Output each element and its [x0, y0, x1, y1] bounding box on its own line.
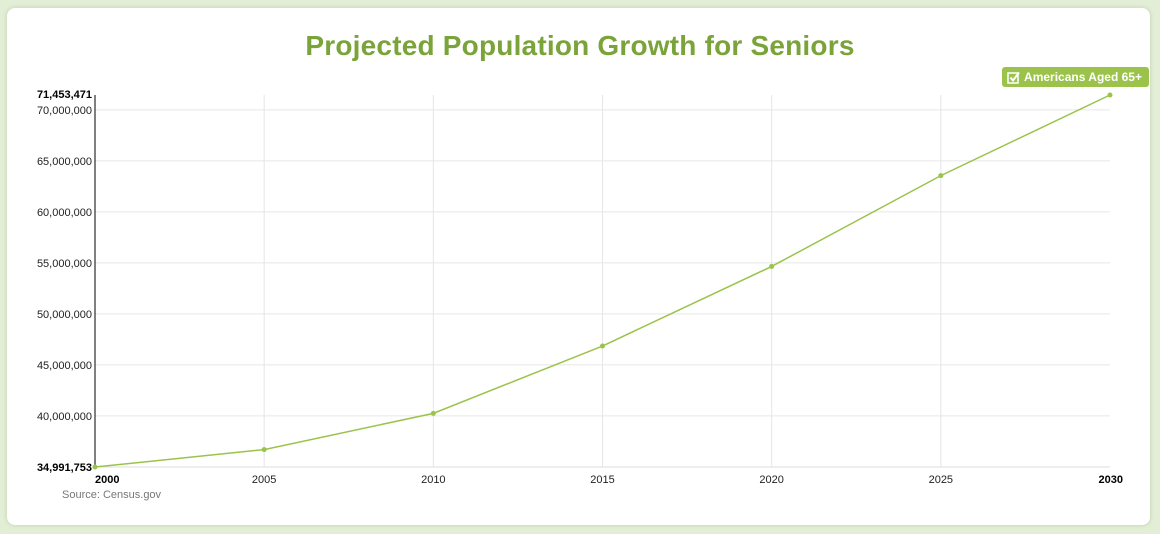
x-tick-label: 2015 — [590, 474, 614, 486]
x-tick-label: 2020 — [759, 474, 783, 486]
x-tick-label: 2010 — [421, 474, 445, 486]
y-tick-label: 55,000,000 — [37, 258, 92, 270]
source-note: Source: Census.gov — [62, 489, 162, 501]
y-tick-label: 50,000,000 — [37, 309, 92, 321]
grid-lines — [95, 95, 1110, 467]
axes — [94, 95, 1110, 468]
y-tick-label: 60,000,000 — [37, 207, 92, 219]
legend-label: Americans Aged 65+ — [1024, 70, 1142, 84]
x-tick-label: 2025 — [929, 474, 953, 486]
data-point — [600, 343, 605, 349]
data-point — [1107, 92, 1113, 98]
chart-card — [7, 8, 1150, 525]
y-max-label: 71,453,471 — [37, 89, 92, 101]
data-point — [92, 464, 98, 470]
x-tick-label: 2000 — [95, 474, 119, 486]
y-axis-ticks: 40,000,000 45,000,000 50,000,000 55,000,000… — [37, 89, 92, 474]
x-axis-ticks: 2000 2005 2010 2015 2020 2025 2030 — [95, 474, 1123, 486]
series-group — [92, 92, 1113, 470]
y-tick-label: 45,000,000 — [37, 360, 92, 372]
chart-title: Projected Population Growth for Seniors — [305, 30, 855, 61]
x-tick-label: 2030 — [1099, 474, 1123, 486]
x-tick-label: 2005 — [252, 474, 276, 486]
data-point — [938, 173, 944, 179]
y-tick-label: 65,000,000 — [37, 156, 92, 168]
checkbox-checked-icon — [1007, 71, 1020, 84]
y-tick-label: 40,000,000 — [37, 411, 92, 423]
data-point — [430, 410, 436, 416]
y-min-label: 34,991,753 — [37, 462, 92, 474]
data-point — [261, 447, 267, 453]
y-tick-label: 70,000,000 — [37, 105, 92, 117]
legend-item-americans-aged-65[interactable]: Americans Aged 65+ — [1002, 67, 1149, 87]
data-point — [769, 263, 775, 269]
